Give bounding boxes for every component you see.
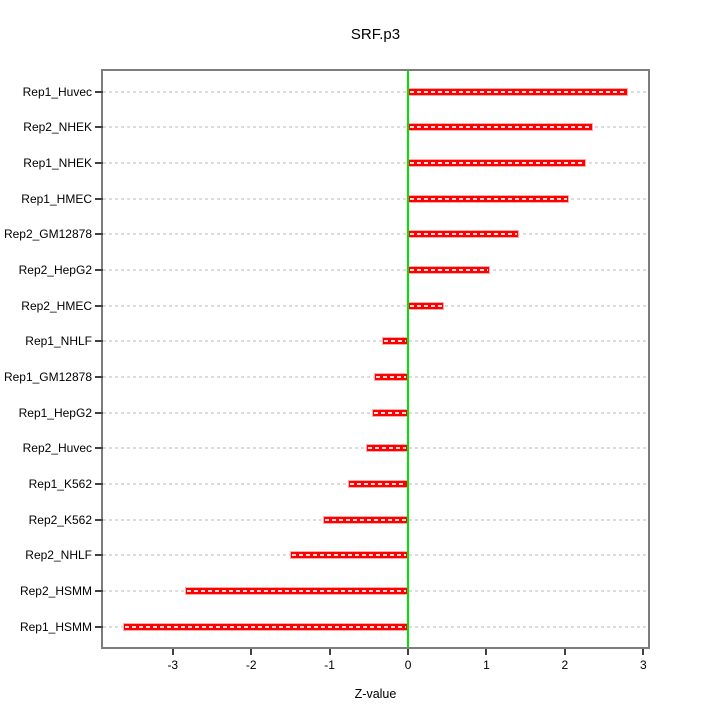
bar (323, 515, 409, 524)
gridline (103, 304, 648, 307)
bar-value-stripe (125, 625, 407, 628)
y-tick (95, 126, 103, 129)
bar (290, 551, 409, 560)
bar-value-stripe (410, 161, 585, 164)
category-label: Rep2_NHLF (25, 548, 92, 563)
x-tick (250, 649, 253, 655)
bar (408, 87, 628, 96)
x-tick (171, 649, 174, 655)
y-tick (95, 161, 103, 164)
y-tick (95, 304, 103, 307)
y-tick (95, 268, 103, 271)
category-label: Rep2_NHEK (23, 120, 92, 135)
bar-value-stripe (367, 447, 407, 450)
bar-value-stripe (410, 126, 592, 129)
y-tick (95, 554, 103, 557)
x-tick-label: 2 (561, 658, 569, 672)
bar (348, 479, 409, 488)
zero-reference-line (407, 71, 410, 647)
bar-value-stripe (186, 589, 407, 592)
category-label: Rep1_HSMM (19, 619, 92, 634)
category-label: Rep1_Huvec (22, 84, 92, 99)
x-tick-label: -1 (324, 658, 335, 672)
gridline (103, 126, 648, 129)
bar-value-stripe (410, 268, 488, 271)
category-label: Rep1_GM12878 (3, 369, 92, 384)
bar-value-stripe (410, 304, 443, 307)
category-label: Rep2_K562 (28, 512, 92, 527)
y-tick (95, 340, 103, 343)
bar-value-stripe (410, 197, 567, 200)
bar-value-stripe (325, 518, 407, 521)
x-tick (642, 649, 645, 655)
x-tick (563, 649, 566, 655)
category-label: Rep2_GM12878 (3, 227, 92, 242)
gridline (103, 340, 648, 343)
x-tick-label: 1 (483, 658, 490, 672)
y-tick (95, 589, 103, 592)
category-label: Rep2_HSMM (19, 583, 92, 598)
category-label: Rep1_HMEC (21, 191, 92, 206)
bar-value-stripe (410, 233, 517, 236)
bar (373, 372, 409, 381)
bar (408, 123, 594, 132)
x-tick (407, 649, 410, 655)
gridline (103, 161, 648, 164)
x-axis-label: Z-value (354, 687, 397, 701)
y-tick (95, 375, 103, 378)
bar-value-stripe (375, 375, 407, 378)
y-tick (95, 411, 103, 414)
category-label: Rep2_Huvec (22, 441, 92, 456)
bar-value-stripe (373, 411, 407, 414)
bar-value-stripe (292, 554, 407, 557)
chart-title: SRF.p3 (350, 26, 401, 43)
gridline (103, 197, 648, 200)
bar (371, 408, 409, 417)
category-label: Rep1_NHLF (25, 334, 92, 349)
category-label: Rep1_HepG2 (18, 405, 92, 420)
bar (184, 586, 409, 595)
x-tick-label: -2 (245, 658, 257, 672)
y-tick (95, 233, 103, 236)
bar (408, 194, 569, 203)
gridline (103, 90, 648, 93)
bar (408, 230, 519, 239)
bar (408, 265, 490, 274)
x-tick (485, 649, 488, 655)
category-label: Rep2_HepG2 (18, 262, 92, 277)
bar-value-stripe (384, 340, 407, 343)
gridline (103, 268, 648, 271)
bar (408, 301, 445, 310)
y-tick (95, 447, 103, 450)
y-tick (95, 518, 103, 521)
y-tick (95, 90, 103, 93)
bar (123, 622, 409, 631)
x-tick (328, 649, 331, 655)
gridline (103, 233, 648, 236)
category-label: Rep2_HMEC (21, 298, 92, 313)
plot-area (101, 69, 650, 649)
y-tick (95, 197, 103, 200)
x-tick-label: 3 (639, 658, 647, 672)
y-tick (95, 625, 103, 628)
category-label: Rep1_K562 (28, 476, 92, 491)
bar-value-stripe (350, 482, 407, 485)
x-tick-label: 0 (404, 658, 412, 672)
x-tick-label: -3 (167, 658, 179, 672)
category-label: Rep1_NHEK (23, 155, 92, 170)
bar-value-stripe (410, 90, 626, 93)
bar (408, 158, 587, 167)
y-tick (95, 482, 103, 485)
bar (365, 444, 409, 453)
bar (382, 337, 409, 346)
